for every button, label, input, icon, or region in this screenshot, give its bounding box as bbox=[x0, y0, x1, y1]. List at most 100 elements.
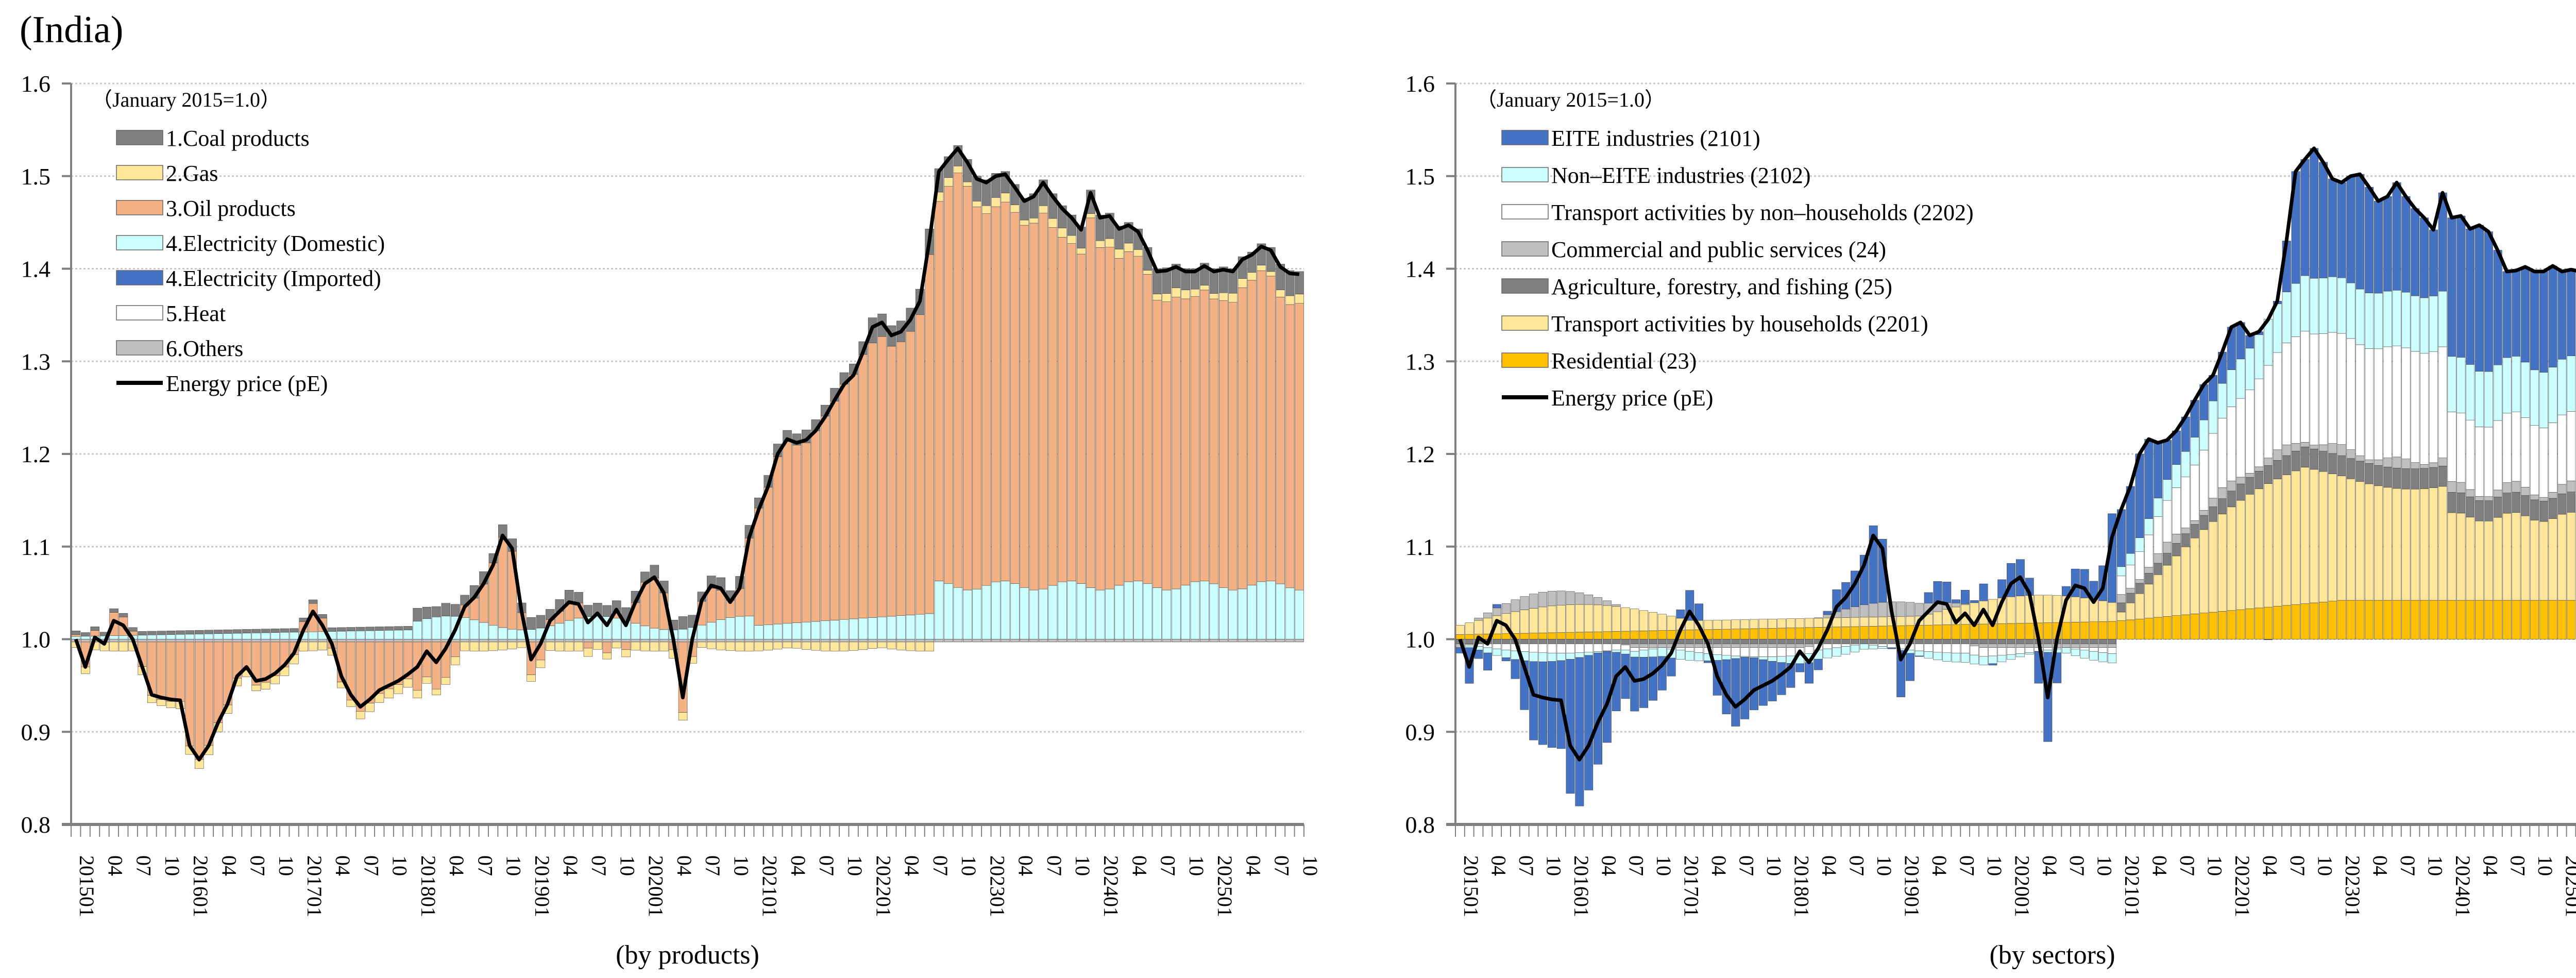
x-tick-label: 202101 bbox=[2121, 855, 2144, 917]
bar-segment-noneite bbox=[1988, 655, 1997, 664]
legend-label-coal: 1.Coal products bbox=[166, 126, 310, 151]
bar-segment-noneite bbox=[2135, 537, 2144, 552]
bar-segment-elec_dom bbox=[877, 616, 887, 639]
bar-segment-noneite bbox=[2062, 647, 2071, 653]
bar-segment-agri bbox=[1832, 639, 1841, 644]
bar-segment-residential bbox=[1924, 625, 1933, 639]
bar-segment-gas bbox=[678, 712, 688, 721]
bar-segment-eite bbox=[1584, 655, 1594, 790]
bar-segment-residential bbox=[2190, 614, 2199, 639]
legend-label-eite: EITE industries (2101) bbox=[1551, 126, 1760, 151]
bar-segment-others bbox=[944, 639, 953, 643]
bar-segment-coal bbox=[1162, 267, 1172, 294]
bar-segment-coal bbox=[536, 615, 546, 629]
bar-segment-coal bbox=[365, 627, 375, 631]
bar-segment-trans_nonhh bbox=[1952, 644, 1961, 653]
bar-segment-oil bbox=[157, 642, 166, 700]
bar-segment-noneite bbox=[2025, 652, 2034, 654]
bar-segment-residential bbox=[1529, 633, 1538, 639]
bar-segment-trans_hh bbox=[2447, 512, 2456, 601]
bar-segment-oil bbox=[1133, 256, 1143, 581]
bar-segment-agri bbox=[1851, 639, 1860, 644]
bar-segment-oil bbox=[1124, 251, 1133, 582]
bar-segment-trans_hh bbox=[2328, 474, 2337, 601]
bar-segment-others bbox=[1266, 639, 1276, 643]
bar-segment-elec_dom bbox=[1067, 581, 1077, 639]
bar-segment-eite bbox=[2355, 174, 2365, 290]
bar-segment-trans_hh bbox=[1474, 620, 1483, 635]
bar-segment-noneite bbox=[1997, 655, 2007, 662]
bar-segment-residential bbox=[1492, 633, 1501, 639]
bar-segment-noneite bbox=[1777, 656, 1786, 663]
bar-segment-oil bbox=[1048, 227, 1058, 586]
bar-segment-commercial bbox=[1630, 644, 1639, 648]
x-tick-label: 10 bbox=[161, 855, 184, 876]
x-tick-label: 202001 bbox=[645, 855, 668, 917]
bar-segment-elec_dom bbox=[839, 619, 849, 639]
bar-segment-commercial bbox=[2025, 644, 2034, 648]
bar-segment-agri bbox=[1556, 639, 1566, 644]
bar-segment-elec_dom bbox=[261, 632, 270, 639]
bar-segment-commercial bbox=[1896, 601, 1906, 617]
bar-segment-residential bbox=[2080, 621, 2089, 639]
x-tick-label: 10 bbox=[730, 855, 753, 876]
bar-segment-noneite bbox=[2539, 372, 2548, 428]
bar-segment-residential bbox=[1455, 634, 1465, 639]
x-tick-label: 04 bbox=[104, 855, 127, 876]
bar-segment-noneite bbox=[1933, 652, 1942, 661]
bar-segment-oil bbox=[194, 642, 204, 760]
bar-segment-noneite bbox=[2071, 649, 2080, 656]
bar-segment-coal bbox=[422, 606, 432, 619]
bar-segment-others bbox=[744, 639, 754, 643]
bar-segment-coal bbox=[242, 629, 251, 633]
bar-segment-noneite bbox=[2181, 451, 2190, 477]
x-tick-label: 04 bbox=[2148, 855, 2172, 876]
bar-segment-trans_hh bbox=[2080, 598, 2089, 622]
bar-segment-trans_nonhh bbox=[2319, 333, 2328, 445]
bar-segment-trans_nonhh bbox=[1685, 647, 1694, 652]
bar-segment-trans_hh bbox=[2098, 600, 2108, 622]
bar-segment-agri bbox=[2282, 455, 2291, 475]
bar-segment-commercial bbox=[2300, 442, 2310, 447]
bar-segment-trans_hh bbox=[2355, 481, 2365, 601]
bar-segment-commercial bbox=[1575, 593, 1584, 605]
bar-segment-trans_nonhh bbox=[1713, 647, 1722, 655]
bar-segment-others bbox=[213, 639, 223, 643]
bar-segment-trans_nonhh bbox=[2154, 516, 2163, 554]
bar-segment-trans_nonhh bbox=[2172, 487, 2181, 534]
bar-segment-trans_nonhh bbox=[1786, 647, 1795, 656]
bar-segment-commercial bbox=[2227, 480, 2236, 492]
legend-swatch-elec_imp bbox=[116, 270, 163, 285]
bar-segment-commercial bbox=[2557, 484, 2567, 494]
bar-segment-trans_nonhh bbox=[1694, 647, 1704, 653]
bar-segment-residential bbox=[2255, 608, 2264, 639]
bar-segment-commercial bbox=[2456, 482, 2466, 493]
bar-segment-noneite bbox=[2218, 383, 2227, 418]
bar-segment-residential bbox=[1768, 628, 1777, 639]
bar-segment-commercial bbox=[2015, 644, 2025, 648]
x-tick-label: 04 bbox=[445, 855, 468, 876]
bar-segment-agri bbox=[2300, 446, 2310, 468]
x-tick-label: 04 bbox=[2368, 855, 2392, 876]
bar-segment-eite bbox=[1676, 610, 1685, 619]
bar-segment-trans_hh bbox=[2163, 565, 2172, 617]
bar-segment-commercial bbox=[2245, 473, 2255, 478]
bar-segment-gas bbox=[451, 656, 460, 665]
bar-segment-commercial bbox=[1952, 603, 1961, 608]
bar-segment-oil bbox=[754, 508, 764, 626]
bar-segment-trans_nonhh bbox=[1750, 647, 1758, 657]
bar-segment-agri bbox=[2227, 491, 2236, 508]
x-tick-label: 202001 bbox=[2010, 855, 2033, 917]
y-tick-label: 1.0 bbox=[21, 627, 51, 653]
y-tick-label: 0.9 bbox=[1405, 719, 1435, 745]
bar-segment-trans_hh bbox=[2190, 537, 2199, 614]
bar-segment-others bbox=[1171, 639, 1181, 643]
bar-segment-elec_dom bbox=[574, 618, 583, 639]
bar-segment-trans_hh bbox=[1566, 604, 1575, 633]
bar-segment-agri bbox=[2484, 500, 2493, 521]
bar-segment-gas bbox=[640, 642, 650, 651]
x-tick-label: 202401 bbox=[1099, 855, 1123, 917]
bar-segment-gas bbox=[1285, 295, 1295, 305]
bar-segment-trans_hh bbox=[1703, 620, 1713, 630]
bar-segment-trans_nonhh bbox=[2209, 433, 2218, 499]
